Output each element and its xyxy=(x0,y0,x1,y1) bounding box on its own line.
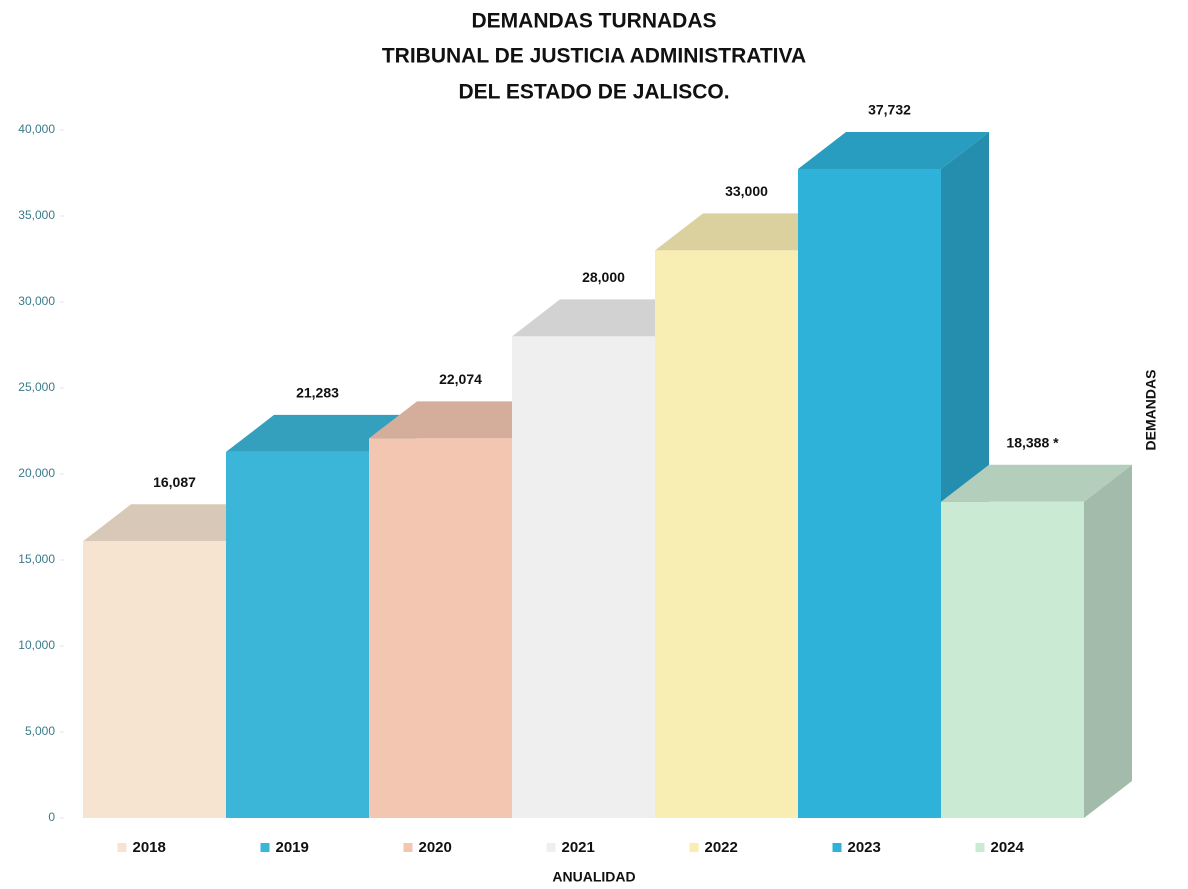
chart-title: DEL ESTADO DE JALISCO. xyxy=(458,81,729,104)
value-label: 33,000 xyxy=(725,183,768,199)
legend-swatch xyxy=(832,843,842,852)
legend-swatch xyxy=(260,843,270,852)
x-tick-label: 2023 xyxy=(848,839,881,856)
y-tick-label: 0 xyxy=(48,810,55,824)
x-tick-label: 2022 xyxy=(705,839,738,856)
bar xyxy=(798,169,941,819)
legend-swatch xyxy=(975,843,985,852)
value-label: 28,000 xyxy=(582,269,625,285)
value-label: 16,087 xyxy=(153,474,196,490)
bar-side xyxy=(1084,464,1132,818)
y-tick-label: 20,000 xyxy=(18,466,55,480)
value-label: 21,283 xyxy=(296,385,339,401)
value-label: 22,074 xyxy=(439,371,482,387)
y-tick-label: 10,000 xyxy=(18,638,55,652)
bar xyxy=(369,438,512,818)
bar xyxy=(512,336,655,818)
y-tick-label: 35,000 xyxy=(18,208,55,222)
x-tick-label: 2019 xyxy=(276,839,309,856)
y-tick-label: 40,000 xyxy=(18,122,55,136)
y-axis-label: DEMANDAS xyxy=(1143,370,1159,451)
bar xyxy=(83,541,226,818)
bar-top xyxy=(798,132,989,170)
x-tick-label: 2024 xyxy=(991,839,1025,856)
bar xyxy=(941,501,1084,818)
y-tick-label: 25,000 xyxy=(18,380,55,394)
legend-swatch xyxy=(689,843,699,852)
y-tick-label: 15,000 xyxy=(18,552,55,566)
y-tick-label: 30,000 xyxy=(18,294,55,308)
value-label: 18,388 * xyxy=(1006,434,1059,450)
x-tick-label: 2020 xyxy=(419,839,452,856)
value-label: 37,732 xyxy=(868,102,911,118)
chart-title: TRIBUNAL DE JUSTICIA ADMINISTRATIVA xyxy=(382,45,806,68)
bar xyxy=(655,250,798,818)
bar-top xyxy=(941,464,1132,502)
y-tick-label: 5,000 xyxy=(25,724,55,738)
x-tick-label: 2018 xyxy=(133,839,166,856)
legend-swatch xyxy=(546,843,556,852)
legend-swatch xyxy=(403,843,413,852)
x-tick-label: 2021 xyxy=(562,839,595,856)
legend-swatch xyxy=(117,843,127,852)
chart-title: DEMANDAS TURNADAS xyxy=(472,10,717,33)
x-axis-label: ANUALIDAD xyxy=(552,869,635,885)
bar xyxy=(226,451,369,818)
